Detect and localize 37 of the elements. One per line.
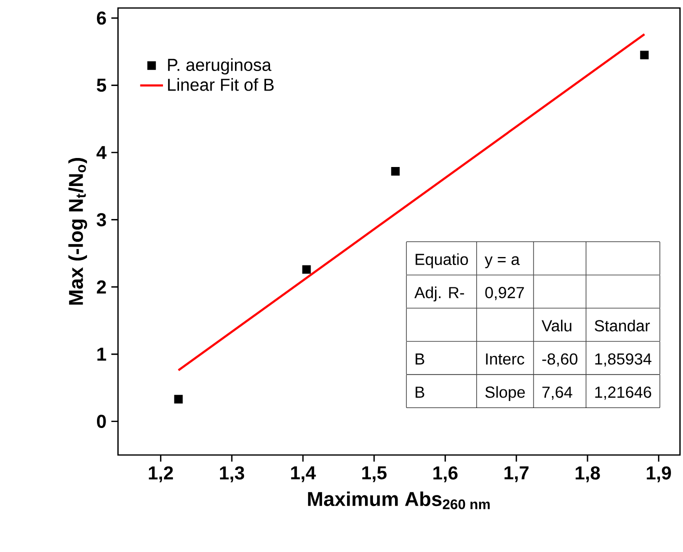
y-tick-label: 0	[96, 414, 106, 428]
annotation: 7,64	[542, 386, 572, 400]
annotation: 0,927	[485, 286, 524, 300]
y-tick-label: 6	[96, 11, 106, 25]
legend-label: Linear Fit of B	[168, 78, 274, 91]
annotation: Adj. R-	[414, 286, 464, 302]
annotation: Interc	[486, 354, 524, 365]
y-tick-label: 5	[96, 78, 106, 92]
x-tick-label: 1,6	[433, 466, 458, 482]
y-tick-label: 1	[97, 348, 106, 361]
annotation: 1,21646	[595, 386, 652, 400]
x-tick-label: 1,4	[291, 466, 316, 482]
point	[302, 265, 311, 274]
annotation: Equatio	[416, 253, 468, 268]
x-tick-label: 1,5	[362, 466, 387, 482]
x-tick-label: 1,3	[220, 466, 244, 482]
y-tick-label: 2	[96, 280, 106, 294]
x-tick-label: 1,7	[504, 466, 529, 482]
point	[391, 167, 400, 176]
x-tick-label: 1,8	[576, 466, 600, 482]
point	[640, 50, 649, 60]
annotation: -8,60	[542, 353, 578, 367]
x-tick-label: 1,2	[148, 466, 173, 482]
point	[174, 394, 183, 404]
y-axis-title: Max (-log N$_{t}$/N$_{o}$)	[68, 158, 88, 305]
x-axis-title: Maximum Abs$_{260 nm}$	[308, 491, 490, 510]
legend-label: P. aeruginosa	[168, 58, 272, 74]
annotation: y = a	[484, 256, 520, 268]
annotation: B	[416, 354, 424, 364]
x-tick-label: 1,9	[646, 466, 671, 482]
annotation: Slope	[485, 386, 525, 402]
y-tick-label: 3	[96, 213, 106, 226]
annotation: 1,85934	[595, 353, 652, 367]
annotation: Valu	[542, 320, 572, 332]
annotation: B	[416, 386, 424, 398]
y-tick-label: 4	[96, 146, 107, 159]
annotation: Standar	[594, 320, 650, 332]
